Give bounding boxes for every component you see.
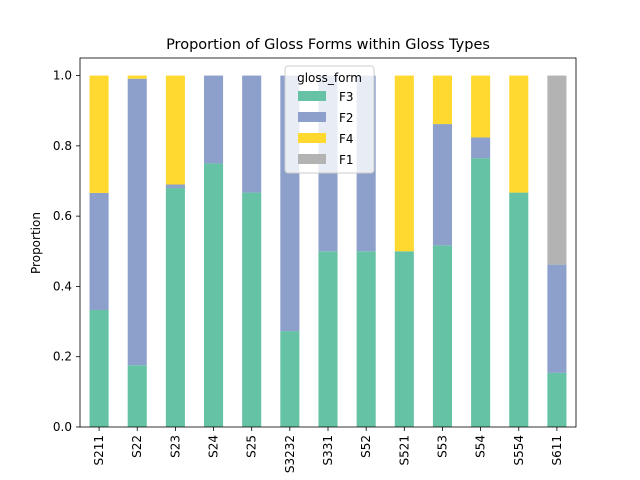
bar-S611-F1 [547,75,567,265]
y-tick-label-0.8: 0.8 [53,139,72,153]
bar-S54-F4 [471,75,491,138]
bar-S53-F3 [432,245,452,427]
chart-title: Proportion of Gloss Forms within Gloss T… [166,37,490,53]
bar-S611-F3 [547,372,567,427]
bar-S554-F3 [509,192,529,427]
x-tick-label-S554: S554 [512,435,526,466]
y-tick-label-0.6: 0.6 [53,209,72,223]
bar-S3232-F3 [280,331,300,427]
y-tick-label-0.2: 0.2 [53,350,72,364]
bar-S53-F4 [432,75,452,125]
bar-S24-F2 [204,75,224,164]
bar-S521-F3 [394,251,414,427]
bar-S211-F2 [89,192,109,310]
legend-label-F2: F2 [339,111,354,125]
bar-S25-F2 [242,75,262,193]
bar-S24-F3 [204,163,224,427]
legend-label-F4: F4 [339,132,354,146]
bar-S331-F3 [318,251,338,427]
y-tick-label-0.0: 0.0 [53,420,72,434]
bar-S211-F4 [89,75,109,193]
bar-S52-F3 [356,251,376,427]
x-tick-label-S24: S24 [207,435,221,458]
bar-S554-F4 [509,75,529,193]
legend-swatch-F3 [298,91,326,101]
bar-S54-F2 [471,137,491,159]
x-tick-label-S22: S22 [130,435,144,458]
bar-S23-F3 [165,188,185,427]
x-tick-label-S53: S53 [435,435,449,458]
legend-swatch-F1 [298,154,326,164]
x-tick-label-S52: S52 [359,435,373,458]
bar-S54-F3 [471,158,491,427]
legend-label-F1: F1 [339,153,354,167]
bar-S23-F2 [165,184,185,189]
x-tick-label-S211: S211 [92,435,106,466]
x-tick-label-S25: S25 [245,435,259,458]
bar-S53-F2 [432,124,452,246]
x-tick-label-S23: S23 [168,435,182,458]
y-axis-label: Proportion [29,212,43,274]
bar-S23-F4 [165,75,185,185]
bar-S22-F3 [127,365,147,427]
legend-title: gloss_form [297,71,362,85]
y-tick-label-1.0: 1.0 [53,69,72,83]
legend-label-F3: F3 [339,90,354,104]
x-tick-label-S54: S54 [474,435,488,458]
bar-S22-F4 [127,75,147,79]
legend-swatch-F4 [298,133,326,143]
legend-swatch-F2 [298,112,326,122]
x-tick-label-S3232: S3232 [283,435,297,473]
bar-S611-F2 [547,264,567,373]
bar-S211-F3 [89,309,109,427]
bar-S22-F2 [127,78,147,366]
x-tick-label-S611: S611 [550,435,564,466]
y-tick-label-0.4: 0.4 [53,279,72,293]
legend: gloss_form F3 F2 F4 F1 [284,65,375,174]
x-tick-label-S521: S521 [397,435,411,466]
bar-S521-F4 [394,75,414,252]
bar-S25-F3 [242,192,262,427]
axes-layer: S211 S22 S23 S24 S25 S3232 S331 S52 S521 S53 S54 S5… [53,57,577,473]
x-tick-label-S331: S331 [321,435,335,466]
